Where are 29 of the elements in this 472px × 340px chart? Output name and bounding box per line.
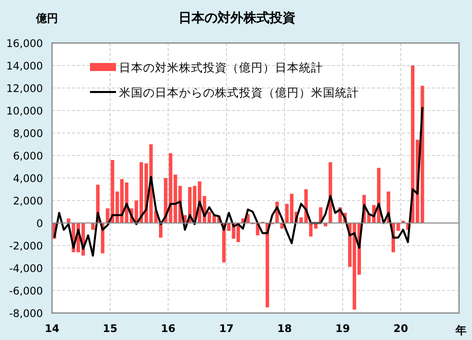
y-tick-label: 4,000 bbox=[12, 173, 43, 185]
x-tick-label: 16 bbox=[160, 323, 176, 335]
y-tick-label: 8,000 bbox=[12, 128, 43, 140]
legend-label: 米国の日本からの株式投資（億円）米国統計 bbox=[119, 86, 359, 100]
y-tick-label: 0 bbox=[36, 218, 43, 230]
x-tick-label: 18 bbox=[277, 323, 292, 335]
chart-title: 日本の対外株式投資 bbox=[178, 10, 296, 26]
x-axis-title: 年 bbox=[454, 324, 466, 337]
x-tick-label: 14 bbox=[44, 323, 60, 335]
legend-label: 日本の対米株式投資（億円）日本統計 bbox=[119, 60, 323, 74]
y-tick-label: -6,000 bbox=[9, 286, 43, 298]
x-tick-label: 20 bbox=[393, 323, 408, 335]
y-tick-label: 6,000 bbox=[12, 150, 43, 162]
y-tick-label: -2,000 bbox=[9, 240, 43, 252]
y-tick-label: 14,000 bbox=[6, 60, 43, 72]
y-tick-label: -8,000 bbox=[9, 308, 43, 320]
y-tick-label: 2,000 bbox=[12, 196, 43, 208]
y-tick-label: 12,000 bbox=[6, 83, 43, 95]
y-tick-label: 16,000 bbox=[6, 38, 43, 50]
bar bbox=[158, 223, 162, 238]
bar bbox=[91, 223, 95, 230]
bar bbox=[266, 223, 270, 308]
x-tick-label: 17 bbox=[219, 323, 234, 335]
x-tick-label: 19 bbox=[335, 323, 350, 335]
line-series bbox=[53, 106, 424, 257]
x-tick-label: 15 bbox=[102, 323, 118, 335]
y-tick-label: 10,000 bbox=[6, 106, 43, 118]
y-axis-title: 億円 bbox=[35, 12, 58, 25]
y-tick-label: -4,000 bbox=[9, 263, 43, 275]
